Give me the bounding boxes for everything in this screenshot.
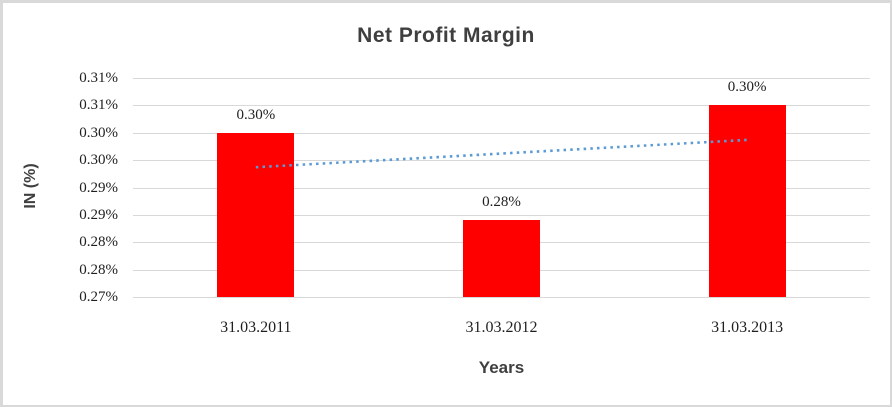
gridline xyxy=(133,297,870,298)
bar xyxy=(708,105,786,297)
y-tick-label: 0.31% xyxy=(79,70,118,86)
x-tick-label: 31.03.2011 xyxy=(220,319,292,336)
bar-value-label: 0.28% xyxy=(482,194,521,211)
gridline xyxy=(133,78,870,79)
y-tick-label: 0.27% xyxy=(79,289,118,305)
y-tick-label: 0.28% xyxy=(79,234,118,251)
chart-title: Net Profit Margin xyxy=(357,24,535,47)
y-axis-title: IN (%) xyxy=(22,162,39,209)
gridline xyxy=(133,187,870,189)
gridline xyxy=(133,105,870,107)
bar-value-label: 0.30% xyxy=(727,79,767,96)
gridline xyxy=(133,214,870,216)
bar-value-label: 0.30% xyxy=(236,106,276,123)
x-tick-label: 31.03.2012 xyxy=(465,319,538,336)
y-tick-label: 0.30% xyxy=(79,152,118,169)
gridline xyxy=(133,160,870,162)
bar xyxy=(463,220,540,297)
y-tick-label: 0.28% xyxy=(79,261,118,278)
gridline xyxy=(133,132,870,134)
x-axis-title: Years xyxy=(478,358,525,377)
plot-area: 0.30% 0.28% 0.30% xyxy=(133,78,870,298)
y-tick-label: 0.29% xyxy=(79,179,118,196)
y-tick-label: 0.31% xyxy=(79,97,118,114)
y-tick-label: 0.30% xyxy=(79,124,118,141)
x-tick-label: 31.03.2013 xyxy=(711,319,784,336)
trendline xyxy=(255,138,748,169)
y-tick-label: 0.29% xyxy=(79,206,118,223)
bar xyxy=(217,132,295,297)
